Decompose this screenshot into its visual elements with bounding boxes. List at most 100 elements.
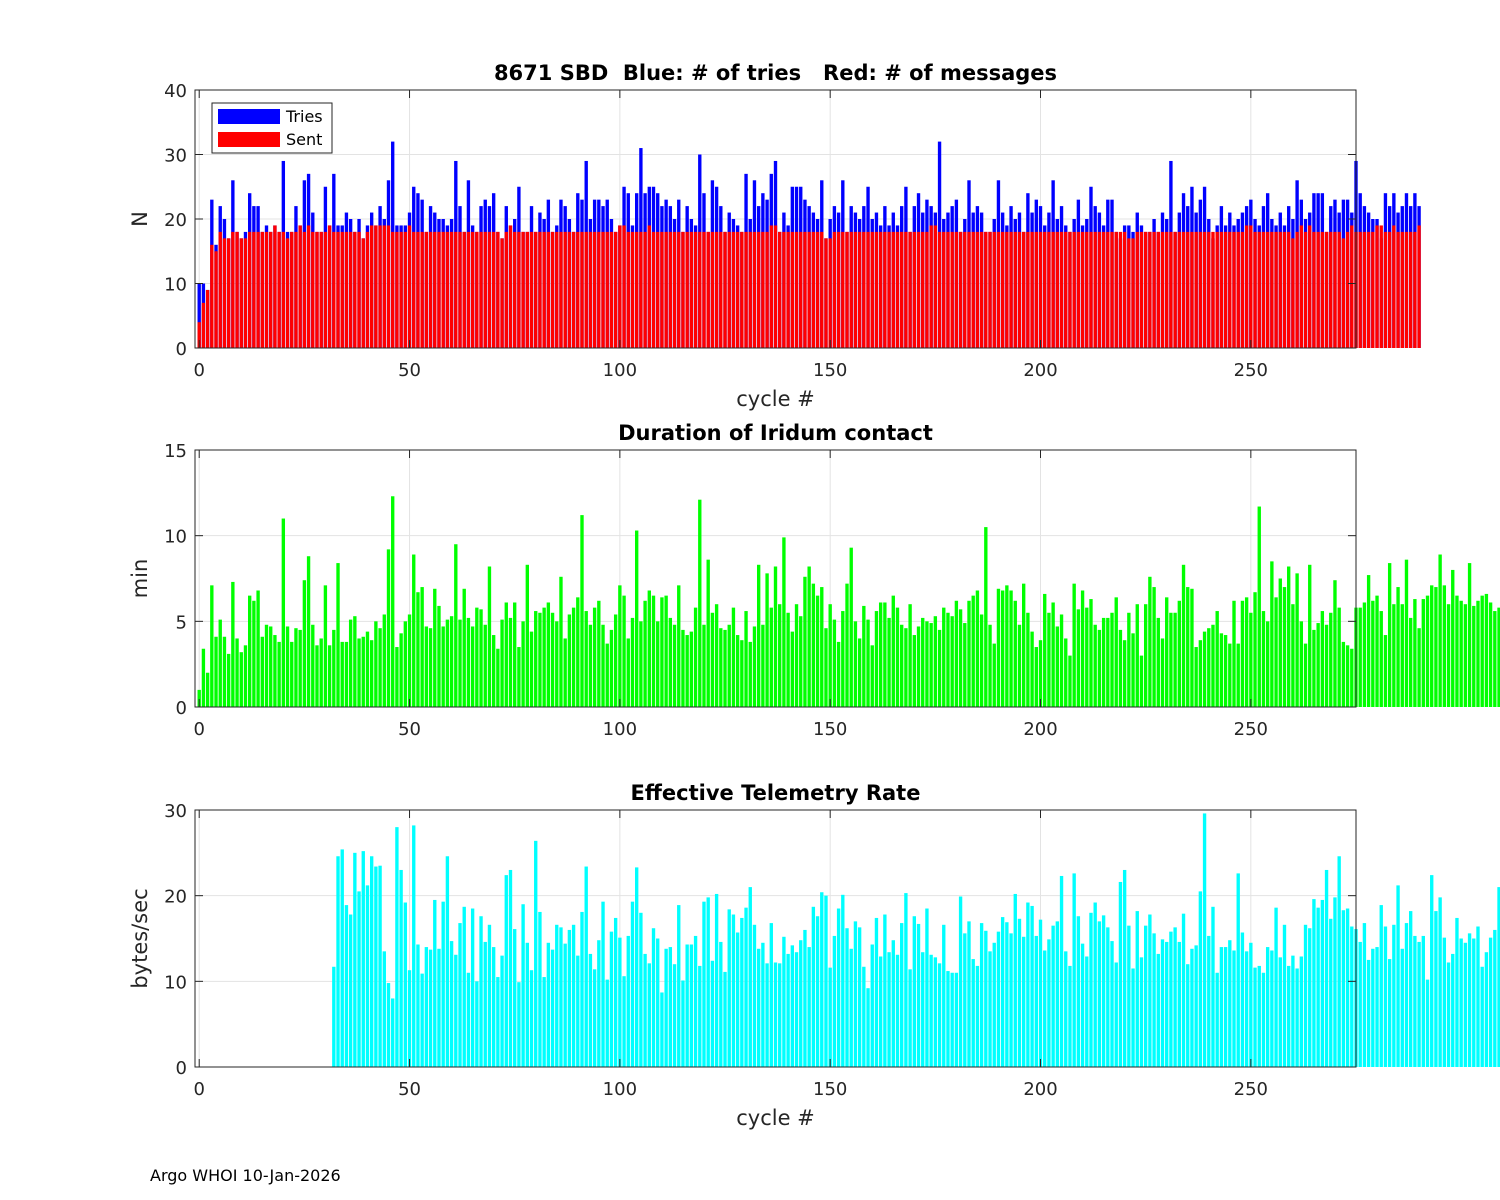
- bar-sent: [1303, 231, 1308, 348]
- bar-duration: [294, 628, 298, 707]
- bar-rate: [1202, 813, 1207, 1067]
- bar-sent: [1135, 231, 1139, 348]
- bar-rate: [1287, 965, 1291, 1067]
- bar-duration: [710, 612, 715, 707]
- bar-rate: [348, 914, 353, 1067]
- bar-sent: [1013, 231, 1017, 348]
- bar-sent: [1059, 231, 1064, 348]
- bar-sent: [529, 231, 534, 348]
- bar-sent: [201, 302, 206, 348]
- bar-duration: [929, 623, 933, 707]
- bar-sent: [1160, 231, 1165, 348]
- bar-sent: [870, 231, 874, 348]
- bar-rate: [496, 977, 500, 1067]
- bar-duration: [1417, 628, 1421, 707]
- bar-duration: [567, 614, 572, 707]
- bar-sent: [231, 231, 235, 348]
- bar-duration: [466, 617, 471, 707]
- bar-sent: [1215, 231, 1219, 348]
- bar-duration: [664, 595, 668, 707]
- bar-duration: [1320, 611, 1325, 707]
- bar-rate: [1127, 925, 1131, 1067]
- bar-rate: [693, 935, 698, 1067]
- bar-duration: [803, 576, 807, 707]
- bar-rate: [1341, 910, 1346, 1067]
- bar-duration: [786, 612, 790, 707]
- bar-rate: [874, 917, 879, 1067]
- bar-sent: [731, 231, 736, 348]
- bar-duration: [1249, 612, 1253, 707]
- bar-rate: [1101, 915, 1106, 1067]
- bar-sent: [681, 231, 685, 348]
- bar-duration: [1396, 587, 1400, 707]
- bar-rate: [1000, 917, 1005, 1067]
- bar-sent: [378, 225, 382, 348]
- bar-duration: [613, 614, 618, 707]
- bar-duration: [226, 653, 231, 707]
- bar-sent: [689, 231, 694, 348]
- bar-sent: [496, 231, 500, 348]
- bar-sent: [946, 231, 950, 348]
- bar-sent: [508, 225, 513, 348]
- bar-sent: [1005, 231, 1009, 348]
- bar-sent: [1345, 231, 1350, 348]
- bar-rate: [1009, 933, 1013, 1067]
- bar-duration: [205, 672, 210, 707]
- bar-rate: [365, 885, 370, 1067]
- bar-rate: [723, 971, 727, 1067]
- bar-duration: [820, 587, 824, 707]
- bar-sent: [1211, 231, 1215, 348]
- bar-duration: [916, 626, 921, 707]
- bar-rate: [685, 944, 689, 1067]
- bar-duration: [323, 585, 328, 707]
- bar-sent: [1362, 231, 1367, 348]
- bar-rate: [731, 914, 736, 1067]
- bar-rate: [1059, 875, 1064, 1067]
- bar-duration: [550, 612, 555, 707]
- bar-sent: [214, 251, 218, 348]
- bar-duration: [693, 607, 698, 707]
- bar-sent: [584, 231, 588, 348]
- x-tick-label: 0: [193, 1079, 204, 1100]
- bar-duration: [332, 629, 336, 707]
- bar-duration: [1076, 609, 1081, 707]
- bar-duration: [285, 626, 290, 707]
- bar-rate: [1139, 957, 1144, 1067]
- bar-sent: [635, 231, 639, 348]
- bar-sent: [710, 231, 715, 348]
- bar-duration: [1219, 633, 1224, 707]
- bar-duration: [1177, 600, 1182, 707]
- bar-sent: [239, 238, 243, 348]
- bar-sent: [647, 225, 651, 348]
- bar-sent: [521, 231, 525, 348]
- bar-sent: [702, 231, 706, 348]
- plot-iridium-duration: 0 50 100 150 200 250 0 5 10 15 Duration of Iridum …: [128, 421, 1500, 740]
- bar-sent: [1156, 231, 1160, 348]
- bar-rate: [542, 977, 546, 1067]
- bar-sent: [327, 225, 332, 348]
- bar-sent: [794, 231, 799, 348]
- bar-duration: [866, 619, 870, 707]
- bar-duration: [1404, 559, 1409, 707]
- y-tick-label: 30: [164, 801, 187, 822]
- bar-duration: [563, 638, 567, 707]
- bar-rate: [626, 935, 630, 1067]
- bar-rate: [828, 967, 832, 1067]
- bar-sent: [458, 231, 462, 348]
- bar-duration: [1181, 564, 1186, 707]
- bar-rate: [567, 929, 572, 1067]
- bar-duration: [1202, 631, 1207, 707]
- bar-sent: [866, 231, 870, 348]
- bar-sent: [1240, 231, 1245, 348]
- bar-duration: [231, 581, 235, 707]
- bar-rate: [601, 901, 605, 1067]
- bar-rate: [374, 866, 378, 1067]
- bar-sent: [210, 244, 214, 348]
- bar-sent: [264, 231, 269, 348]
- bar-rate: [1455, 917, 1459, 1067]
- bar-rate: [878, 956, 883, 1067]
- bar-sent: [1312, 231, 1316, 348]
- bar-sent: [937, 231, 942, 348]
- bar-rate: [857, 927, 862, 1067]
- bar-sent: [235, 231, 239, 348]
